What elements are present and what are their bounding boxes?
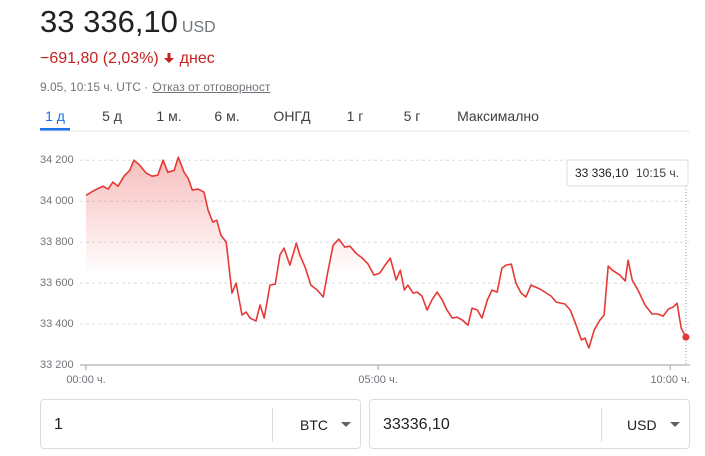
last-point	[682, 333, 690, 341]
from-currency[interactable]: BTC	[300, 417, 328, 433]
separator	[601, 408, 602, 442]
y-tick-label: 33 600	[40, 277, 74, 289]
y-tick-label: 33 400	[40, 318, 74, 330]
price-line	[85, 156, 687, 349]
down-arrow	[164, 53, 175, 63]
from-box[interactable]: 1 BTC	[40, 399, 361, 449]
timestamp-row: 9.05, 10:15 ч. UTC · Отказ от отговорност	[40, 80, 270, 94]
disclaimer-link[interactable]: Отказ от отговорност	[152, 80, 271, 94]
tooltip: 33 336,10 10:15 ч.	[566, 159, 689, 187]
range-tab[interactable]: 5 г	[403, 108, 421, 124]
x-tick-label: 05:00 ч.	[358, 374, 397, 386]
dropdown-arrow	[670, 422, 680, 427]
y-tick-label: 33 800	[40, 236, 74, 248]
to-amount[interactable]: 33336,10	[383, 416, 450, 433]
from-amount[interactable]: 1	[54, 416, 63, 433]
to-box[interactable]: 33336,10 USD	[369, 399, 690, 449]
change-value: −691,80 (2,03%)	[40, 50, 159, 67]
to-currency[interactable]: USD	[627, 417, 657, 433]
area	[86, 157, 686, 365]
separator	[272, 408, 273, 442]
y-tick-label: 33 200	[40, 359, 74, 371]
y-tick-label: 34 200	[40, 154, 74, 166]
range-tab[interactable]: Максимално	[457, 108, 539, 124]
y-tick-label: 34 000	[40, 195, 74, 207]
tooltip-box	[566, 159, 689, 187]
selected-tab-underline	[40, 128, 70, 131]
currency: USD	[181, 19, 216, 36]
dropdown-arrow	[341, 422, 351, 427]
x-tick-label: 10:00 ч.	[650, 374, 689, 386]
change-period: днес	[179, 50, 215, 67]
price: 33 336,10 USD	[40, 4, 216, 40]
range-tab[interactable]: 1 д	[45, 108, 65, 124]
tooltip-value: 33 336,10	[575, 166, 629, 180]
timestamp: 9.05, 10:15 ч. UTC ·	[40, 80, 149, 94]
range-tab[interactable]: 1 г	[346, 108, 364, 124]
range-tab[interactable]: 1 м.	[156, 108, 182, 124]
range-tab[interactable]: 5 д	[102, 108, 122, 124]
range-tab[interactable]: 6 м.	[214, 108, 240, 124]
tooltip-time: 10:15 ч.	[636, 166, 679, 180]
x-tick-label: 00:00 ч.	[66, 374, 105, 386]
change: −691,80 (2,03%) днес	[40, 50, 215, 68]
range-tab[interactable]: ОНГД	[273, 108, 311, 124]
price-value: 33 336,10	[40, 4, 178, 39]
